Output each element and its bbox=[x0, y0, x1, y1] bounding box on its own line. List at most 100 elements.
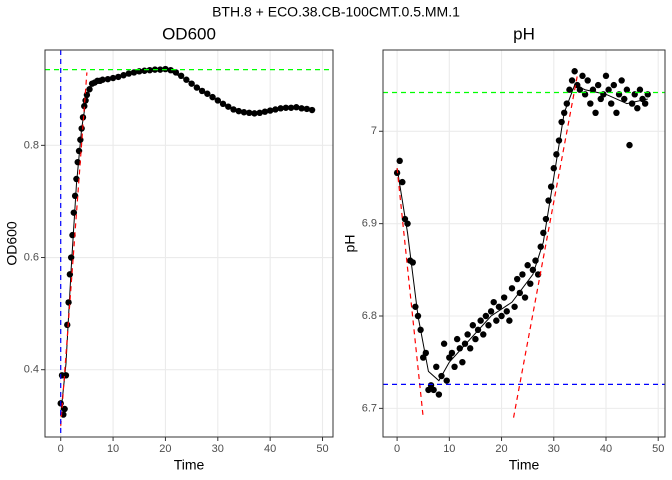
panel: 6.7 6.8 6.9 7 0 10 20 30 40 50 pH Time pH bbox=[342, 24, 666, 473]
figure-title: BTH.8 + ECO.38.CB-100CMT.0.5.MM.1 bbox=[212, 4, 460, 20]
point bbox=[440, 340, 448, 347]
point bbox=[65, 299, 72, 306]
point bbox=[487, 308, 495, 315]
point bbox=[584, 77, 591, 84]
point bbox=[634, 104, 641, 112]
point bbox=[506, 317, 513, 324]
x-axis-title: Time bbox=[174, 457, 205, 473]
point bbox=[482, 312, 490, 320]
point bbox=[461, 340, 469, 347]
y-tick-label: 0.8 bbox=[24, 139, 39, 151]
point bbox=[464, 331, 471, 338]
point bbox=[579, 72, 586, 80]
point bbox=[503, 308, 510, 315]
panel: 0.4 0.6 0.8 0 10 20 30 40 50 OD600 Time OD600 bbox=[4, 24, 334, 473]
point bbox=[618, 77, 625, 84]
x-tick-label: 10 bbox=[107, 443, 119, 455]
point bbox=[500, 294, 508, 301]
point bbox=[261, 108, 269, 115]
point bbox=[430, 386, 437, 394]
x-tick-label: 50 bbox=[652, 443, 664, 455]
point bbox=[469, 322, 477, 329]
point bbox=[303, 105, 311, 113]
x-tick-label: 40 bbox=[264, 443, 276, 455]
point bbox=[167, 66, 174, 74]
x-tick-label: 40 bbox=[600, 443, 612, 455]
y-tick-label: 6.8 bbox=[362, 310, 377, 322]
point bbox=[553, 151, 560, 158]
point bbox=[508, 285, 516, 292]
point bbox=[592, 109, 599, 117]
x-tick-label: 20 bbox=[495, 443, 507, 455]
point bbox=[485, 322, 492, 329]
point bbox=[443, 377, 450, 384]
point bbox=[448, 349, 456, 357]
x-tick-label: 20 bbox=[159, 443, 171, 455]
point bbox=[456, 345, 463, 352]
point bbox=[493, 317, 500, 324]
smooth-line bbox=[60, 68, 313, 415]
point bbox=[524, 262, 531, 269]
point bbox=[64, 321, 71, 329]
point bbox=[555, 137, 563, 144]
point bbox=[511, 303, 518, 310]
point bbox=[498, 312, 505, 320]
point bbox=[571, 68, 578, 75]
point bbox=[623, 86, 631, 93]
tangent-line bbox=[512, 75, 578, 418]
point bbox=[308, 106, 316, 114]
panel-border bbox=[382, 49, 666, 438]
point bbox=[459, 358, 466, 366]
y-axis-title: pH bbox=[342, 235, 358, 253]
point bbox=[61, 405, 68, 413]
point bbox=[519, 271, 526, 278]
point bbox=[477, 317, 484, 324]
point bbox=[67, 254, 75, 261]
point bbox=[605, 86, 612, 93]
point bbox=[542, 215, 550, 223]
point bbox=[130, 69, 138, 76]
point bbox=[547, 183, 555, 190]
point bbox=[568, 77, 576, 84]
panel-title: OD600 bbox=[162, 24, 216, 43]
point bbox=[514, 275, 521, 283]
plot-area bbox=[45, 50, 333, 437]
plot-area bbox=[383, 68, 665, 418]
y-axis-title: OD600 bbox=[4, 221, 20, 266]
point bbox=[626, 141, 633, 149]
y-tick-label: 7 bbox=[371, 125, 377, 137]
x-tick-label: 10 bbox=[443, 443, 455, 455]
point bbox=[74, 158, 81, 166]
x-tick-label: 0 bbox=[58, 443, 64, 455]
point bbox=[621, 95, 628, 103]
point bbox=[435, 391, 443, 398]
point bbox=[472, 335, 479, 343]
point bbox=[277, 105, 284, 112]
point bbox=[412, 303, 419, 310]
y-tick-label: 0.6 bbox=[24, 251, 39, 263]
y-tick-label: 6.7 bbox=[362, 402, 377, 414]
point bbox=[608, 100, 615, 107]
panel-bg bbox=[383, 50, 665, 437]
point bbox=[282, 104, 290, 111]
point bbox=[480, 331, 487, 338]
x-tick-label: 50 bbox=[316, 443, 328, 455]
point bbox=[451, 363, 458, 371]
point bbox=[636, 86, 644, 93]
point bbox=[453, 335, 461, 343]
x-tick-label: 30 bbox=[212, 443, 224, 455]
point bbox=[610, 81, 618, 89]
point bbox=[566, 86, 573, 93]
point bbox=[521, 294, 529, 301]
point bbox=[594, 81, 602, 89]
y-tick-label: 6.9 bbox=[362, 218, 377, 230]
point bbox=[467, 345, 474, 352]
point bbox=[628, 100, 636, 107]
panel-border bbox=[44, 49, 334, 438]
point bbox=[70, 209, 78, 216]
point bbox=[298, 105, 305, 112]
point bbox=[602, 72, 610, 80]
point bbox=[490, 298, 497, 306]
point bbox=[613, 109, 620, 117]
